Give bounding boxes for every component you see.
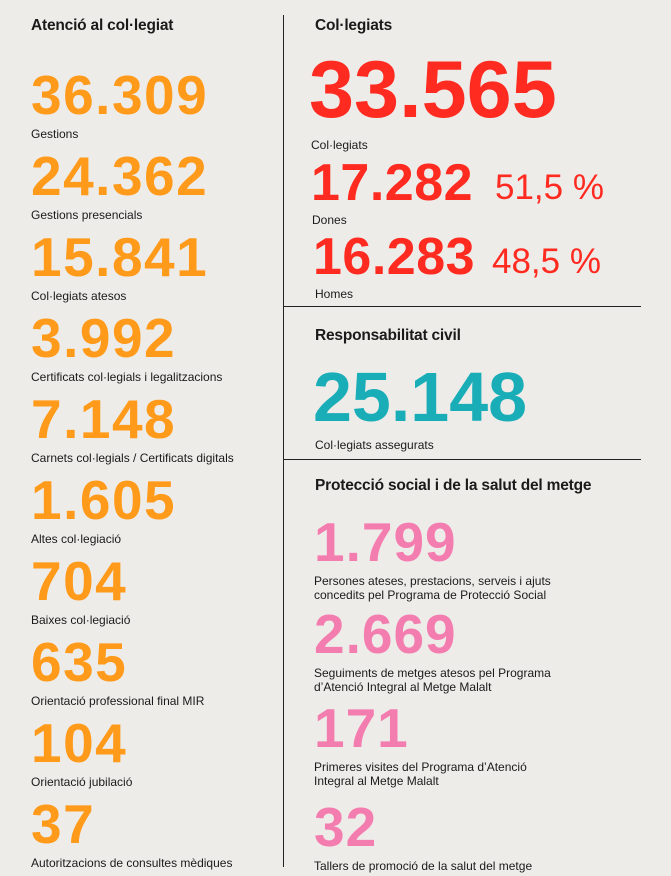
men-label: Homes bbox=[315, 287, 354, 301]
stat-item: 704 Baixes col·legiació bbox=[31, 549, 234, 630]
women-count: 17.282 bbox=[311, 154, 474, 212]
stat-value: 15.841 bbox=[31, 226, 209, 288]
stat-value: 104 bbox=[31, 712, 128, 774]
stat-item: 104 Orientació jubilació bbox=[31, 711, 234, 792]
stat-item: 7.148 Carnets col·legials / Certificats d… bbox=[31, 387, 234, 468]
stat-item: 3.992 Certificats col·legials i legalitza… bbox=[31, 306, 234, 387]
men-count: 16.283 bbox=[313, 228, 476, 286]
social-value: 2.669 bbox=[314, 603, 457, 665]
stat-label: Gestions presencials bbox=[31, 208, 143, 222]
vertical-divider bbox=[283, 15, 284, 867]
colegiats-total: 33.565 bbox=[309, 45, 557, 135]
divider bbox=[283, 459, 641, 460]
social-item: 1.799 Persones ateses, prestacions, serve… bbox=[314, 510, 551, 602]
stat-item: 36.309 Gestions bbox=[31, 63, 234, 144]
colegiats-total-label: Col·legiats bbox=[311, 138, 368, 152]
divider bbox=[283, 306, 641, 307]
social-value: 32 bbox=[314, 796, 378, 858]
stat-value: 1.605 bbox=[31, 469, 177, 531]
stat-item: 24.362 Gestions presencials bbox=[31, 144, 234, 225]
stat-value: 7.148 bbox=[31, 388, 177, 450]
resp-label: Col·legiats assegurats bbox=[315, 438, 434, 452]
social-label-line1: Persones ateses, prestacions, serveis i … bbox=[314, 574, 551, 588]
social-label-line2: Integral al Metge Malalt bbox=[314, 774, 439, 788]
stat-label: Baixes col·legiació bbox=[31, 613, 131, 627]
stat-label: Orientació professional final MIR bbox=[31, 694, 205, 708]
resp-value: 25.148 bbox=[313, 358, 528, 436]
stat-item: 15.841 Col·legiats atesos bbox=[31, 225, 234, 306]
stat-value: 704 bbox=[31, 550, 128, 612]
social-label-line1: Primeres visites del Programa d’Atenció bbox=[314, 760, 527, 774]
stat-label: Col·legiats atesos bbox=[31, 289, 127, 303]
social-item: 32 Tallers de promoció de la salut del me… bbox=[314, 795, 532, 873]
section-title-atencio: Atenció al col·legiat bbox=[31, 17, 174, 34]
stat-label: Carnets col·legials / Certificats digita… bbox=[31, 451, 234, 465]
stat-value: 635 bbox=[31, 631, 128, 693]
stat-item: 635 Orientació professional final MIR bbox=[31, 630, 234, 711]
social-label-line2: d’Atenció Integral al Metge Malalt bbox=[314, 680, 492, 694]
atencio-list: 36.309 Gestions 24.362 Gestions presencials… bbox=[31, 63, 234, 873]
stat-value: 24.362 bbox=[31, 145, 209, 207]
social-label-line1: Tallers de promoció de la salut del metg… bbox=[314, 859, 533, 873]
stat-item: 37 Autoritzacions de consultes mèdiques bbox=[31, 792, 234, 873]
stat-label: Autoritzacions de consultes mèdiques bbox=[31, 856, 233, 870]
stat-label: Altes col·legiació bbox=[31, 532, 122, 546]
stat-value: 36.309 bbox=[31, 64, 209, 126]
stat-label: Orientació jubilació bbox=[31, 775, 133, 789]
women-label: Dones bbox=[312, 213, 347, 227]
section-title-colegiats: Col·legiats bbox=[315, 17, 393, 34]
stat-value: 37 bbox=[31, 793, 96, 855]
women-percent: 51,5 % bbox=[495, 168, 604, 207]
section-title-resp: Responsabilitat civil bbox=[315, 327, 461, 344]
section-title-social: Protecció social i de la salut del metge bbox=[315, 477, 592, 494]
stat-item: 1.605 Altes col·legiació bbox=[31, 468, 234, 549]
social-label-line1: Seguiments de metges atesos pel Programa bbox=[314, 666, 551, 680]
social-value: 1.799 bbox=[314, 511, 457, 573]
social-label-line2: concedits pel Programa de Protecció Soci… bbox=[314, 588, 547, 602]
social-item: 2.669 Seguiments de metges atesos pel Pro… bbox=[314, 602, 551, 694]
stat-label: Certificats col·legials i legalitzacions bbox=[31, 370, 223, 384]
social-item: 171 Primeres visites del Programa d’Atenc… bbox=[314, 696, 527, 788]
stat-label: Gestions bbox=[31, 127, 79, 141]
men-percent: 48,5 % bbox=[492, 242, 601, 281]
stat-value: 3.992 bbox=[31, 307, 177, 369]
social-value: 171 bbox=[314, 697, 409, 759]
